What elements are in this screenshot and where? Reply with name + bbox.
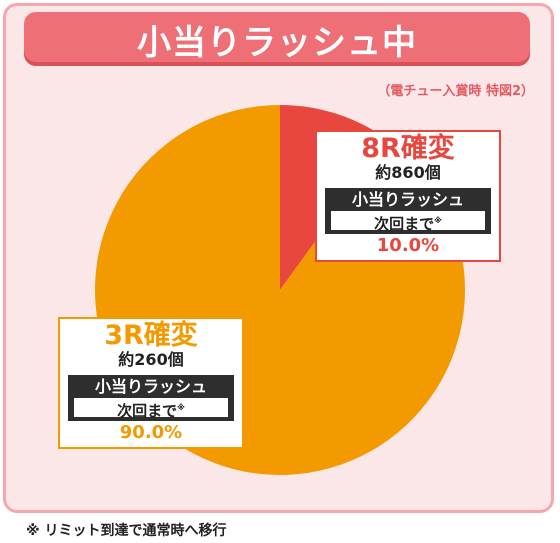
header-banner: 小当りラッシュ中 [24,12,530,66]
slice-title: 3R確変 [104,320,198,351]
slice-label-3r: 3R確変 約260個 小当りラッシュ 次回まで※ 90.0% [58,317,244,449]
slice-payout: 約260個 [118,350,184,369]
page-title: 小当りラッシュ中 [137,22,417,63]
rush-bar: 小当りラッシュ 次回まで※ [325,188,491,234]
footnote: ※ リミット到達で通常時へ移行 [26,523,227,539]
rush-name: 小当りラッシュ [351,190,464,209]
rush-until: 次回まで※ [331,211,485,233]
slice-title: 8R確変 [361,133,455,164]
rush-until: 次回まで※ [74,398,228,420]
rush-name: 小当りラッシュ [94,377,207,396]
condition-note: （電チュー入賞時 特図2） [377,84,534,99]
slice-percent: 10.0% [376,235,440,256]
slice-percent: 90.0% [119,422,183,443]
slice-label-8r: 8R確変 約860個 小当りラッシュ 次回まで※ 10.0% [315,130,501,262]
rush-bar: 小当りラッシュ 次回まで※ [68,375,234,421]
slice-payout: 約860個 [375,163,441,182]
